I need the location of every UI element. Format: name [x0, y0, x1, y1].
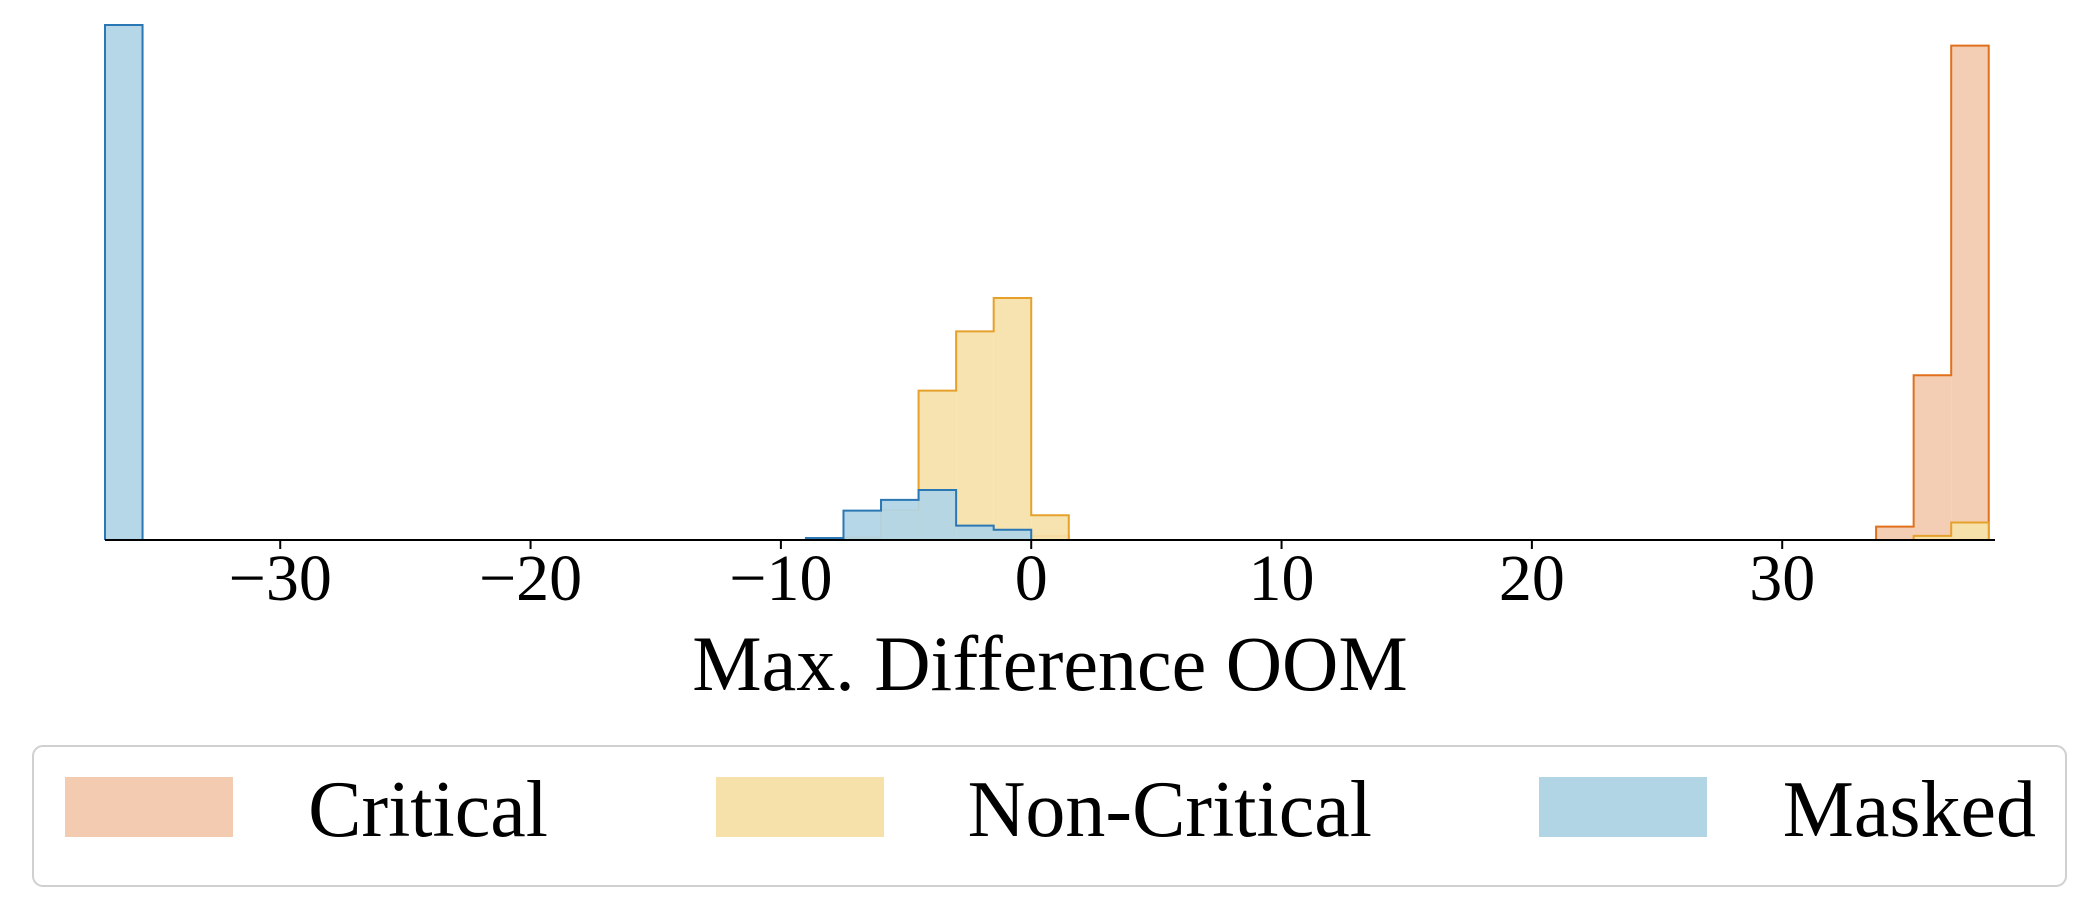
- legend: Critical Non-Critical Masked: [32, 745, 2067, 887]
- legend-swatch: [65, 777, 233, 837]
- x-tick-label: 0: [1015, 542, 1048, 615]
- series-masked: [104, 24, 1033, 540]
- plot-area: [104, 24, 1990, 540]
- histogram-bar: [993, 529, 1032, 540]
- histogram-outline: [104, 24, 144, 540]
- legend-label: Non-Critical: [968, 766, 1372, 854]
- histogram-bar: [993, 297, 1032, 540]
- histogram-bar: [956, 331, 994, 540]
- x-tick-label: 10: [1249, 542, 1315, 615]
- histogram-bar: [1913, 375, 1952, 540]
- series-non-critical: [804, 296, 1990, 540]
- histogram-outline: [1875, 44, 1990, 540]
- histogram-bar: [881, 499, 919, 540]
- histogram-bar: [1951, 45, 1989, 540]
- histogram-bar: [1913, 535, 1952, 540]
- histogram-bar: [956, 525, 994, 540]
- histogram-bar: [1031, 515, 1069, 540]
- series-critical: [992, 44, 1990, 540]
- histogram-outline: [1912, 521, 1990, 540]
- x-tick-label: −20: [479, 542, 582, 615]
- x-tick-label: −30: [229, 542, 332, 615]
- histogram-bar: [805, 537, 844, 540]
- histogram-bar: [918, 490, 957, 540]
- x-axis-title: Max. Difference OOM: [692, 620, 1407, 707]
- x-tick-label: −10: [729, 542, 832, 615]
- histogram-bar: [843, 510, 882, 540]
- legend-swatch: [1539, 777, 1707, 837]
- histogram-bar: [105, 25, 143, 540]
- x-axis: −30 −20 −10 0 10 20 30: [105, 539, 1995, 615]
- histogram-bar: [1951, 522, 1989, 540]
- legend-label: Critical: [308, 766, 548, 854]
- legend-label: Masked: [1783, 766, 2036, 854]
- histogram-outline: [804, 489, 1033, 540]
- x-tick-label: 20: [1499, 542, 1565, 615]
- histogram-bar: [1876, 526, 1914, 540]
- legend-swatch: [716, 777, 884, 837]
- x-tick-label: 30: [1749, 542, 1815, 615]
